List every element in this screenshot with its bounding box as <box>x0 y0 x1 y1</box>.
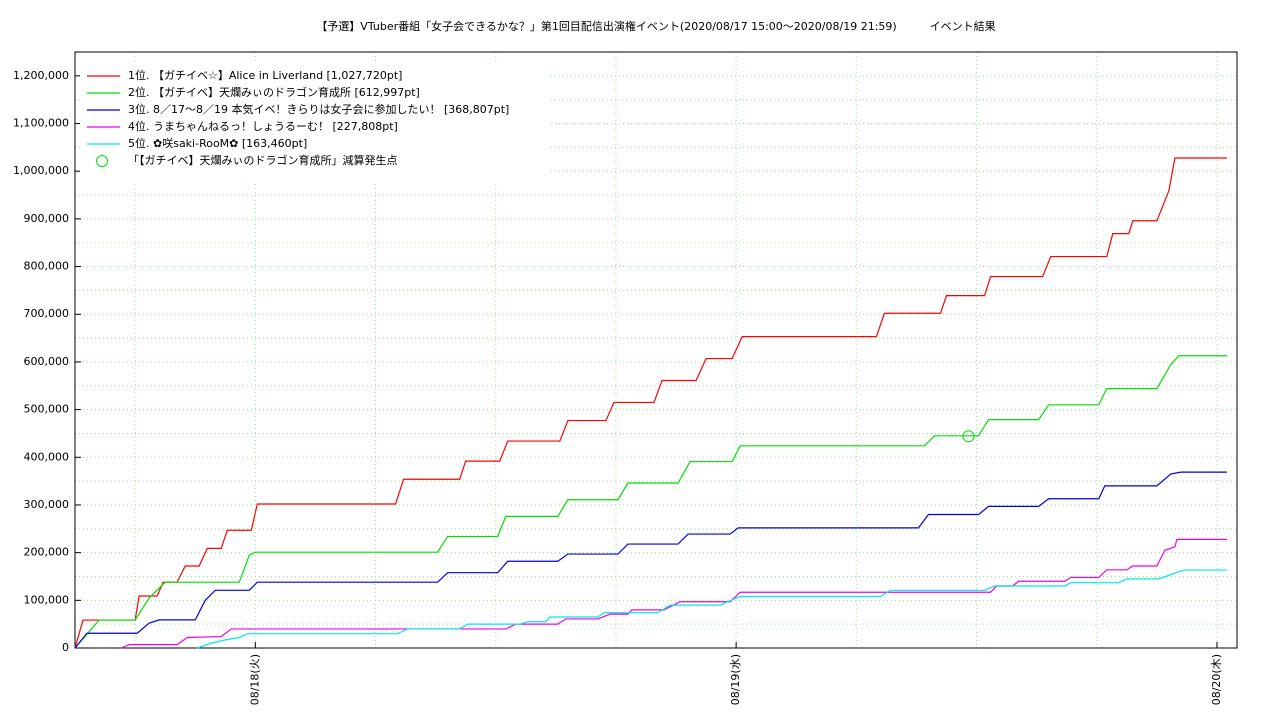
x-tick-label: 08/19(水) <box>729 654 742 705</box>
legend-label: 「【ガチイベ】天爛みぃのドラゴン育成所」減算発生点 <box>128 153 398 167</box>
legend-label: 1位. 【ガチイベ☆】Alice in Liverland [1,027,720… <box>128 68 402 82</box>
y-tick-label: 300,000 <box>24 498 70 511</box>
chart-title: 【予選】VTuber番組「女子会できるかな？」第1回目配信出演権イベント(202… <box>316 19 995 33</box>
event-marker <box>962 430 975 443</box>
x-tick-label: 08/18(火) <box>248 654 261 705</box>
y-tick-label: 400,000 <box>24 450 70 463</box>
series-line <box>197 569 1227 649</box>
y-tick-label: 800,000 <box>24 260 70 273</box>
y-tick-label: 200,000 <box>24 546 70 559</box>
y-tick-label: 1,100,000 <box>13 117 69 130</box>
series-line <box>120 538 1227 649</box>
plot-frame <box>74 51 1238 649</box>
legend-label: 4位. うまちゃんねるっ！しょうるーむ！ [227,808pt] <box>128 119 398 133</box>
series-line <box>74 471 1227 649</box>
legend-label: 5位. ✿咲saki-RooM✿ [163,460pt] <box>128 136 307 150</box>
y-tick-label: 500,000 <box>24 403 70 416</box>
legend-box <box>80 64 548 184</box>
y-tick-label: 1,000,000 <box>13 164 69 177</box>
y-tick-label: 700,000 <box>24 307 70 320</box>
y-tick-label: 100,000 <box>24 593 70 606</box>
legend: 1位. 【ガチイベ☆】Alice in Liverland [1,027,720… <box>80 64 548 184</box>
y-tick-label: 600,000 <box>24 355 70 368</box>
legend-marker <box>96 155 108 167</box>
series-line <box>74 157 1227 649</box>
series-line <box>74 355 1227 649</box>
y-tick-label: 0 <box>62 641 69 654</box>
y-tick-label: 1,200,000 <box>13 69 69 82</box>
x-tick-label: 08/20(木) <box>1210 654 1223 705</box>
y-tick-label: 900,000 <box>24 212 70 225</box>
legend-label: 2位. 【ガチイベ】天爛みぃのドラゴン育成所 [612,997pt] <box>128 85 420 99</box>
legend-label: 3位. 8／17〜8／19 本気イベ！きらりは女子会に参加したい！ [368,8… <box>128 102 509 116</box>
